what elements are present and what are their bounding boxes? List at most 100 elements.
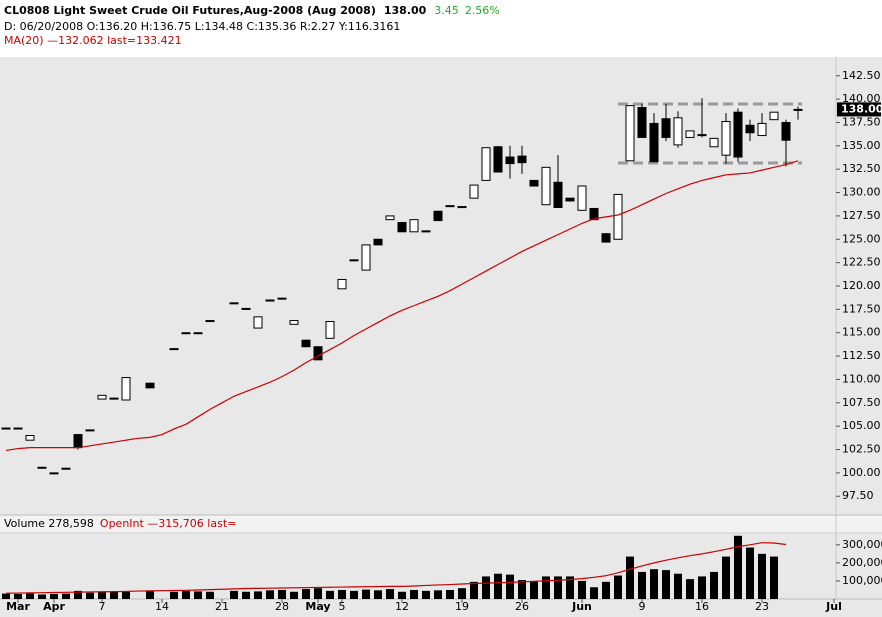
candle-body xyxy=(85,429,95,432)
y-tick-label: 117.50 xyxy=(842,302,881,315)
volume-bar xyxy=(446,589,454,599)
candle-body xyxy=(241,307,251,310)
volume-bar xyxy=(542,576,550,599)
candle-body xyxy=(469,184,479,199)
volume-bar xyxy=(722,556,730,599)
volume-bar xyxy=(386,589,394,599)
candle-body xyxy=(205,320,215,323)
y-tick-label: 125.00 xyxy=(842,232,881,245)
y-tick-label: 102.50 xyxy=(842,443,881,456)
volume-bar xyxy=(482,576,490,599)
volume-bar xyxy=(350,590,358,599)
ohlc-info: D: 06/20/2008 O:136.20 H:136.75 L:134.48… xyxy=(4,20,400,33)
header-bg xyxy=(0,0,882,57)
candle-body xyxy=(661,118,671,138)
volume-bar xyxy=(662,570,670,599)
volume-bar xyxy=(266,590,274,599)
candle-body xyxy=(445,205,455,208)
candle-body xyxy=(517,155,527,164)
x-tick-label: 9 xyxy=(639,600,646,613)
candle-body xyxy=(745,124,755,134)
candle-body xyxy=(229,302,239,305)
candle-body xyxy=(589,207,599,221)
volume-bar xyxy=(650,569,658,599)
candle-body xyxy=(601,233,611,243)
x-tick-label: 12 xyxy=(395,600,409,613)
candle-body xyxy=(457,206,467,209)
x-tick-label: Jul xyxy=(825,600,842,613)
last-price: 138.00 xyxy=(384,4,427,17)
volume-bar xyxy=(278,589,286,599)
volume-bar xyxy=(242,591,250,599)
volume-bar xyxy=(206,591,214,599)
y-tick-label: 110.00 xyxy=(842,372,881,385)
x-tick-label: Jun xyxy=(571,600,592,613)
change-pct: 2.56% xyxy=(465,4,500,17)
ma-legend: MA(20) —132.062 last=133.421 xyxy=(4,34,182,47)
candle-body xyxy=(433,210,443,222)
volume-bar xyxy=(230,590,238,599)
candle-body xyxy=(625,105,635,162)
volume-bar xyxy=(758,553,766,599)
y-tick-label: 100.00 xyxy=(842,466,881,479)
volume-bar xyxy=(362,589,370,599)
candle-body xyxy=(61,467,71,470)
candle-body xyxy=(1,427,11,430)
x-tick-label: 16 xyxy=(695,600,709,613)
candle-body xyxy=(721,121,731,156)
candle-body xyxy=(781,121,791,141)
volume-bar xyxy=(494,573,502,599)
last-price-label: 138.00 xyxy=(841,102,882,115)
y-tick-label: 140.00 xyxy=(842,92,881,105)
volume-bar xyxy=(410,589,418,599)
volume-bar xyxy=(38,594,46,599)
candle-body xyxy=(277,297,287,300)
volume-bar xyxy=(614,575,622,599)
line xyxy=(5,160,799,452)
volume-bar xyxy=(374,590,382,599)
y-tick-label: 300,000 xyxy=(842,538,882,551)
volume-bar xyxy=(590,587,598,599)
volume-bar xyxy=(338,589,346,599)
x-tick-label: 26 xyxy=(515,600,529,613)
candle-body xyxy=(649,122,659,163)
volume-bar xyxy=(674,573,682,599)
candle-body xyxy=(385,215,395,221)
candle-body xyxy=(361,244,371,271)
volume-bar xyxy=(506,574,514,599)
y-tick-label: 200,000 xyxy=(842,556,882,569)
candle-body xyxy=(301,339,311,348)
candle-body xyxy=(253,316,263,329)
candle-body xyxy=(13,427,23,430)
candle-body xyxy=(421,230,431,233)
candle-body xyxy=(697,134,707,137)
volume-bar xyxy=(530,580,538,599)
x-tick-label: 14 xyxy=(155,600,169,613)
volume-bar xyxy=(746,547,754,599)
y-tick-label: 130.00 xyxy=(842,186,881,199)
volume-bar xyxy=(458,588,466,599)
header-line: CL0808 Light Sweet Crude Oil Futures,Aug… xyxy=(4,4,500,17)
title: CL0808 Light Sweet Crude Oil Futures,Aug… xyxy=(4,4,376,17)
volume-bar xyxy=(50,593,58,599)
line xyxy=(5,542,787,594)
candle-body xyxy=(25,435,35,441)
candle-body xyxy=(73,434,83,449)
volume-bar xyxy=(518,580,526,599)
volume-bar xyxy=(86,592,94,599)
candle-body xyxy=(685,130,695,138)
candle-body xyxy=(397,221,407,233)
candle-body xyxy=(613,193,623,240)
x-tick-label: 5 xyxy=(339,600,346,613)
volume-header-bg xyxy=(0,515,882,533)
volume-bar xyxy=(146,590,154,599)
volume-bar xyxy=(554,576,562,599)
y-tick-label: 120.00 xyxy=(842,279,881,292)
candle-body xyxy=(637,107,647,138)
x-tick-label: 19 xyxy=(455,600,469,613)
y-tick-label: 132.50 xyxy=(842,162,881,175)
candle-body xyxy=(481,147,491,181)
volume-bar xyxy=(194,591,202,599)
